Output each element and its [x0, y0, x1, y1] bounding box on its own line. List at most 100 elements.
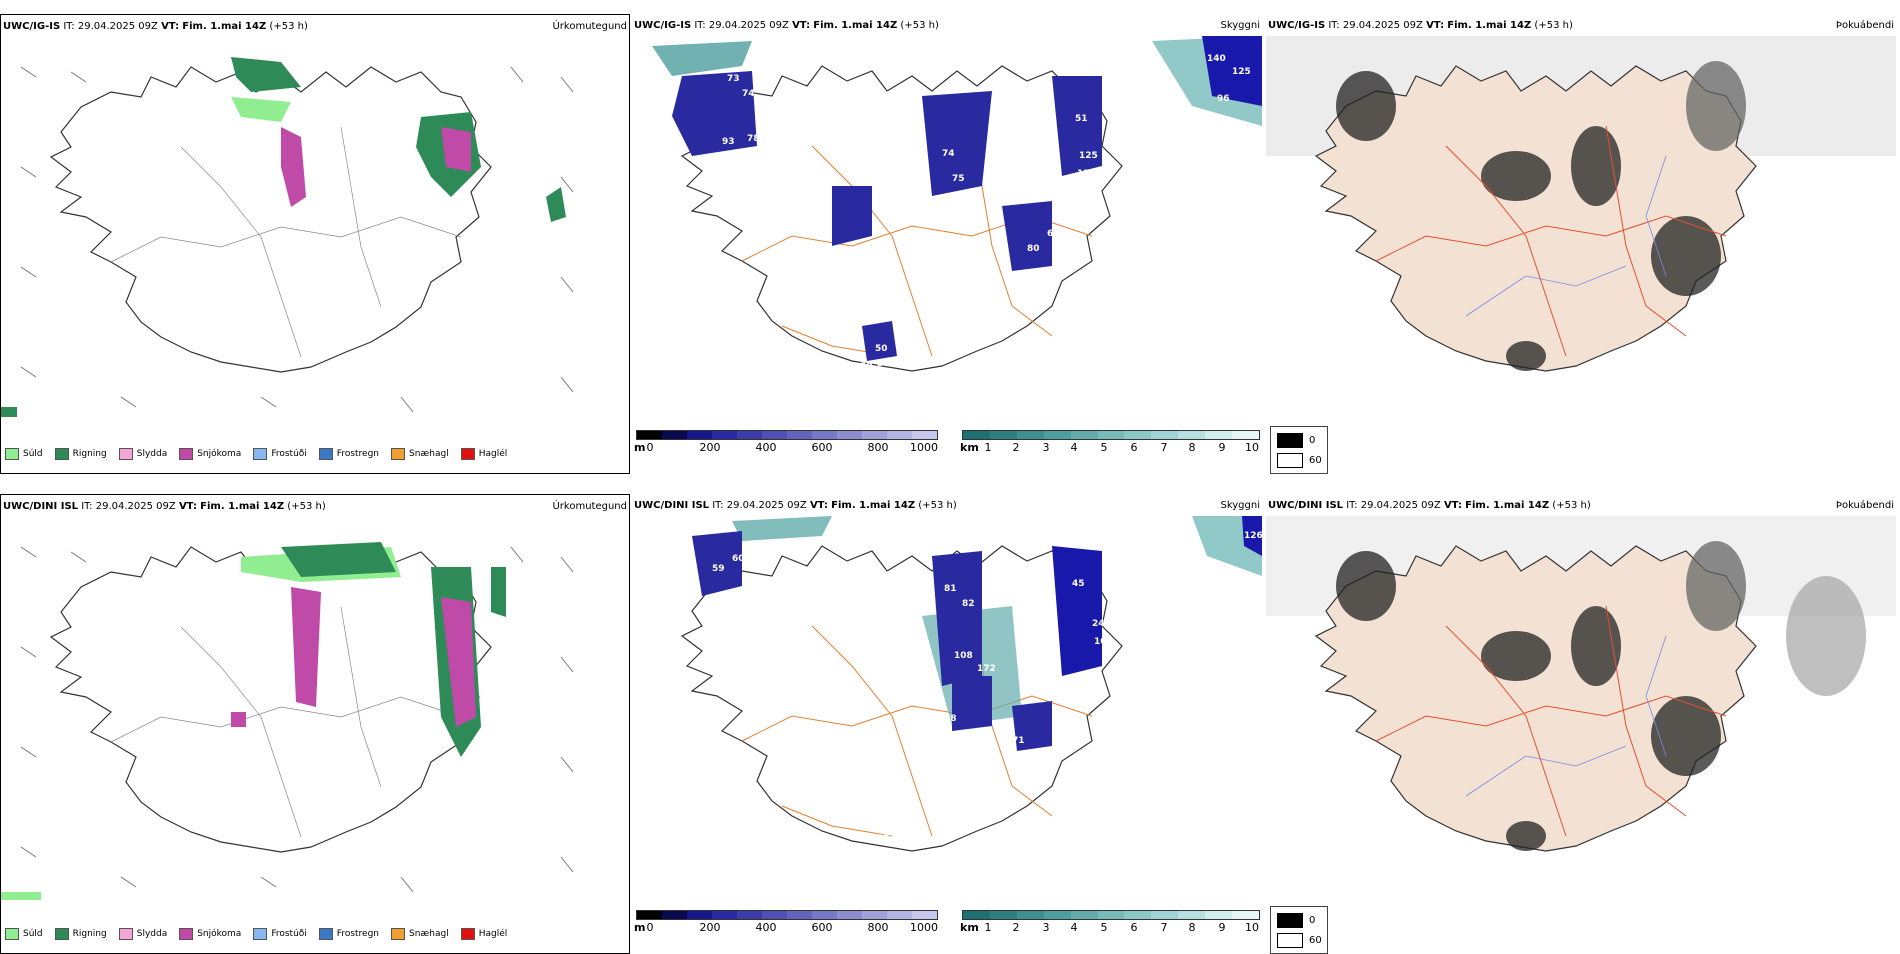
cloudbase-map: 73 74 52 78 31 93 84 74 75 75 59 51 82 1… — [652, 36, 1262, 372]
tick-label: 0 — [646, 441, 654, 454]
colorbar-gradient — [962, 910, 1260, 920]
valid-time: Fim. 1.mai 14Z — [813, 20, 898, 31]
value-label: 75 — [962, 209, 975, 219]
value-label: 125 — [1079, 151, 1098, 161]
legend-item: Haglél — [460, 448, 507, 460]
init-time: 29.04.2025 09Z — [726, 500, 807, 511]
legend-item: Rigning — [54, 448, 107, 460]
tick-label: 400 — [755, 441, 777, 454]
model-name: UWC/IG-IS — [3, 21, 61, 32]
colorbar-gradient — [636, 910, 938, 920]
fog-map — [1266, 516, 1896, 852]
value-label: 68 — [1047, 229, 1060, 239]
value-label: 74 — [742, 89, 755, 99]
colorbar-ticks: 1 2 3 4 5 6 7 8 9 10 — [962, 441, 1262, 455]
tick-label: 800 — [867, 441, 889, 454]
legend-swatch — [1277, 433, 1303, 448]
colorbar-gradient — [636, 430, 938, 440]
panel-header: UWC/DINI ISL IT: 29.04.2025 09Z VT: Fim.… — [1266, 498, 1896, 514]
legend-item: Slydda — [118, 448, 167, 460]
lead-time: (+53 h) — [287, 501, 326, 512]
value-label: 59 — [712, 564, 725, 574]
value-label: 45 — [1072, 579, 1085, 589]
fog-areas — [1336, 61, 1746, 371]
legend-item: Snjókoma — [179, 928, 241, 940]
tick-label: 5 — [1100, 441, 1108, 454]
tick-label: 9 — [1218, 921, 1226, 934]
legend-item: Frostregn — [318, 448, 379, 460]
value-label: 124 — [1077, 169, 1096, 179]
precip-map — [1, 57, 574, 417]
road-network — [1375, 125, 1727, 357]
tick-label: 1000 — [910, 441, 938, 454]
value-label: 82 — [1118, 124, 1131, 134]
value-label: 73 — [894, 831, 907, 841]
legend-swatch — [54, 448, 69, 460]
legend-item: Snæhagl — [391, 448, 449, 460]
legend-swatch — [118, 448, 133, 460]
fog-areas — [1336, 541, 1866, 851]
iceland-outline — [50, 546, 492, 853]
legend-swatch — [54, 928, 69, 940]
tick-label: 0 — [646, 921, 654, 934]
value-label: 75 — [877, 834, 890, 844]
tick-label: 1 — [984, 921, 992, 934]
value-label: 68 — [890, 269, 903, 279]
value-label: 125 — [1232, 67, 1251, 77]
value-label: 50 — [877, 359, 890, 369]
colorbar-ticks: 0 200 400 600 800 1000 — [636, 441, 939, 455]
panel-header: UWC/IG-IS IT: 29.04.2025 09Z VT: Fim. 1.… — [1, 19, 629, 35]
cloudbase-labels: 73 74 52 78 31 93 84 74 75 75 59 51 82 1… — [707, 54, 1251, 372]
cloudbase-height-colorbar: m 0 200 400 600 800 1000 — [634, 910, 938, 940]
value-label: 78 — [747, 134, 760, 144]
valid-time: Fim. 1.mai 14Z — [1447, 20, 1532, 31]
road-network — [110, 126, 462, 358]
legend-swatch — [1277, 933, 1303, 948]
tick-label: 4 — [1070, 921, 1078, 934]
value-label: 59 — [1022, 569, 1035, 579]
legend-swatch — [5, 448, 19, 460]
value-label: 59 — [1027, 114, 1040, 124]
tick-label: 8 — [1188, 441, 1196, 454]
value-label: 78 — [944, 714, 957, 724]
legend-swatch — [1277, 453, 1303, 468]
lead-time: (+53 h) — [1552, 500, 1591, 511]
legend-item: Snjókoma — [179, 448, 241, 460]
tick-label: 1000 — [910, 921, 938, 934]
panel-header: UWC/DINI ISL IT: 29.04.2025 09Z VT: Fim.… — [632, 498, 1262, 514]
value-label: 107 — [1094, 637, 1113, 647]
cloudbase-map: 59 60 81 82 59 45 244 107 108 172 125 78… — [681, 516, 1262, 852]
model-name: UWC/DINI ISL — [1268, 500, 1344, 511]
legend-swatch — [460, 928, 475, 940]
value-label: 92 — [1042, 664, 1055, 674]
valid-time: Fim. 1.mai 14Z — [182, 21, 267, 32]
fog-legend: 0 60 — [1270, 906, 1328, 954]
precip-areas — [1, 57, 566, 417]
legend-item: Súld — [5, 928, 43, 940]
road-network — [1375, 605, 1727, 837]
model-name: UWC/DINI ISL — [634, 500, 710, 511]
model-name: UWC/IG-IS — [634, 20, 692, 31]
legend-swatch — [391, 928, 406, 940]
value-label: 84 — [894, 159, 907, 169]
panel-title: Úrkomutegund — [552, 501, 627, 512]
value-label: 125 — [894, 679, 913, 689]
precip-type-panel-dini: UWC/DINI ISL IT: 29.04.2025 09Z VT: Fim.… — [0, 494, 630, 954]
precip-type-legend: Súld Rigning Slydda Snjókoma Frostúði Fr… — [5, 925, 507, 943]
model-name: UWC/DINI ISL — [3, 501, 79, 512]
cloudbase-areas — [672, 36, 1262, 361]
value-label: 58 — [860, 362, 873, 372]
value-label: 51 — [1075, 114, 1088, 124]
legend-item: Rigning — [54, 928, 107, 940]
tick-label: 6 — [1130, 441, 1138, 454]
tick-label: 10 — [1245, 441, 1259, 454]
valid-time: Fim. 1.mai 14Z — [200, 501, 285, 512]
legend-item: Slydda — [118, 928, 167, 940]
river-network — [1465, 155, 1667, 317]
precip-type-panel-ig: UWC/IG-IS IT: 29.04.2025 09Z VT: Fim. 1.… — [0, 14, 630, 474]
tick-label: 600 — [811, 441, 833, 454]
fog-indicator-panel-ig: UWC/IG-IS IT: 29.04.2025 09Z VT: Fim. 1.… — [1266, 14, 1896, 474]
precip-areas — [1, 542, 506, 900]
cloudbase-height-colorbar: m 0 200 400 600 800 1000 — [634, 430, 939, 460]
value-label: 257 — [1090, 749, 1109, 759]
